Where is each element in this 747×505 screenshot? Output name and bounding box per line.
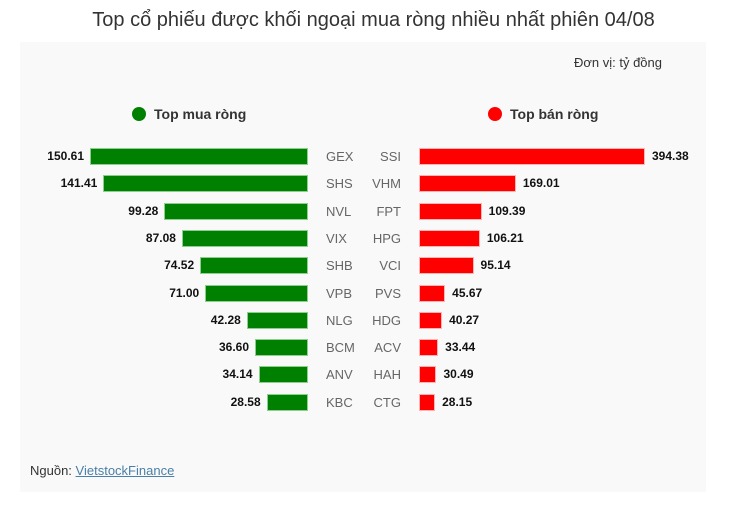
sell-ticker-label: ACV bbox=[374, 340, 401, 356]
table-row: 141.41 SHS VHM 169.01 bbox=[20, 175, 706, 193]
sell-ticker-label: FPT bbox=[376, 203, 401, 219]
sell-bar[interactable] bbox=[419, 175, 516, 193]
buy-bar[interactable] bbox=[164, 202, 308, 220]
sell-value-label: 45.67 bbox=[452, 285, 483, 300]
legend-item-buy[interactable]: Top mua ròng bbox=[132, 106, 246, 122]
buy-bar[interactable] bbox=[266, 393, 308, 411]
buy-ticker-label: KBC bbox=[326, 394, 353, 410]
buy-bar[interactable] bbox=[181, 229, 308, 247]
sell-bar[interactable] bbox=[419, 339, 439, 357]
table-row: 99.28 NVL FPT 109.39 bbox=[20, 202, 706, 221]
buy-ticker-label: VIX bbox=[326, 230, 347, 246]
legend-item-sell[interactable]: Top bán ròng bbox=[488, 106, 598, 122]
table-row: 150.61 GEX SSI 394.38 bbox=[20, 148, 706, 166]
sell-value-label: 169.01 bbox=[522, 176, 560, 191]
legend-dot-green-icon bbox=[132, 107, 146, 121]
table-row: 42.28 NLG HDG 40.27 bbox=[20, 311, 706, 330]
sell-bar[interactable] bbox=[419, 257, 474, 275]
sell-ticker-label: VHM bbox=[372, 176, 401, 192]
buy-value-label: 34.14 bbox=[222, 367, 253, 382]
sell-bar[interactable] bbox=[419, 284, 446, 302]
buy-value-label: 36.60 bbox=[218, 340, 250, 355]
buy-bar[interactable] bbox=[205, 284, 308, 302]
table-row: 87.08 VIX HPG 106.21 bbox=[20, 229, 706, 248]
sell-value-label: 40.27 bbox=[449, 312, 480, 327]
sell-ticker-label: PVS bbox=[374, 285, 401, 301]
buy-value-label: 87.08 bbox=[145, 230, 176, 245]
sell-value-label: 106.21 bbox=[486, 230, 524, 245]
source-note: Nguồn: VietstockFinance bbox=[30, 463, 174, 478]
source-link[interactable]: VietstockFinance bbox=[75, 463, 175, 478]
source-prefix: Nguồn: bbox=[30, 463, 72, 478]
buy-value-label: 28.58 bbox=[230, 394, 261, 409]
buy-bar[interactable] bbox=[246, 311, 308, 329]
buy-bar[interactable] bbox=[255, 339, 308, 357]
sell-ticker-label: HPG bbox=[372, 230, 401, 246]
sell-value-label: 109.39 bbox=[488, 203, 526, 218]
sell-ticker-label: CTG bbox=[373, 394, 401, 410]
buy-value-label: 42.28 bbox=[210, 312, 241, 327]
buy-ticker-label: NVL bbox=[326, 203, 352, 219]
buy-ticker-label: SHB bbox=[326, 258, 353, 274]
table-row: 71.00 VPB PVS 45.67 bbox=[20, 284, 706, 303]
sell-ticker-label: HAH bbox=[373, 367, 401, 383]
chart-title: Top cổ phiếu được khối ngoại mua ròng nh… bbox=[92, 9, 655, 31]
buy-value-label: 74.52 bbox=[164, 258, 195, 273]
sell-bar[interactable] bbox=[419, 202, 482, 220]
sell-ticker-label: VCI bbox=[379, 258, 401, 274]
sell-ticker-label: SSI bbox=[380, 149, 401, 164]
sell-value-label: 30.49 bbox=[443, 367, 474, 382]
table-row: 28.58 KBC CTG 28.15 bbox=[20, 393, 706, 412]
sell-ticker-label: HDG bbox=[372, 312, 401, 328]
sell-value-label: 28.15 bbox=[442, 394, 473, 409]
legend-dot-red-icon bbox=[488, 107, 502, 121]
table-row: 74.52 SHB VCI 95.14 bbox=[20, 257, 706, 275]
buy-bar[interactable] bbox=[258, 366, 308, 384]
buy-value-label: 141.41 bbox=[60, 176, 98, 191]
buy-bar[interactable] bbox=[200, 257, 308, 275]
unit-label: Đơn vị: tỷ đồng bbox=[573, 55, 662, 70]
buy-ticker-label: SHS bbox=[326, 176, 353, 192]
buy-ticker-label: ANV bbox=[326, 367, 353, 383]
buy-bar[interactable] bbox=[90, 148, 308, 165]
sell-bar[interactable] bbox=[419, 366, 437, 384]
buy-ticker-label: GEX bbox=[326, 149, 354, 164]
sell-bar[interactable] bbox=[419, 393, 436, 411]
table-row: 36.60 BCM ACV 33.44 bbox=[20, 339, 706, 357]
table-row: 34.14 ANV HAH 30.49 bbox=[20, 366, 706, 384]
sell-bar[interactable] bbox=[419, 229, 480, 247]
buy-ticker-label: NLG bbox=[326, 312, 353, 328]
buy-value-label: 150.61 bbox=[47, 149, 84, 163]
legend-label-buy: Top mua ròng bbox=[154, 106, 247, 122]
sell-bar[interactable] bbox=[419, 311, 443, 329]
sell-value-label: 33.44 bbox=[445, 340, 476, 355]
chart-panel: Đơn vị: tỷ đồng Top mua ròng Top bán ròn… bbox=[20, 42, 706, 492]
sell-bar[interactable] bbox=[419, 148, 645, 165]
buy-ticker-label: VPB bbox=[326, 285, 353, 301]
buy-ticker-label: BCM bbox=[326, 340, 355, 356]
buy-value-label: 99.28 bbox=[128, 203, 159, 218]
legend-label-sell: Top bán ròng bbox=[510, 106, 599, 122]
sell-value-label: 95.14 bbox=[480, 258, 511, 273]
sell-value-label: 394.38 bbox=[652, 149, 689, 163]
buy-value-label: 71.00 bbox=[169, 285, 200, 300]
buy-bar[interactable] bbox=[103, 175, 308, 193]
